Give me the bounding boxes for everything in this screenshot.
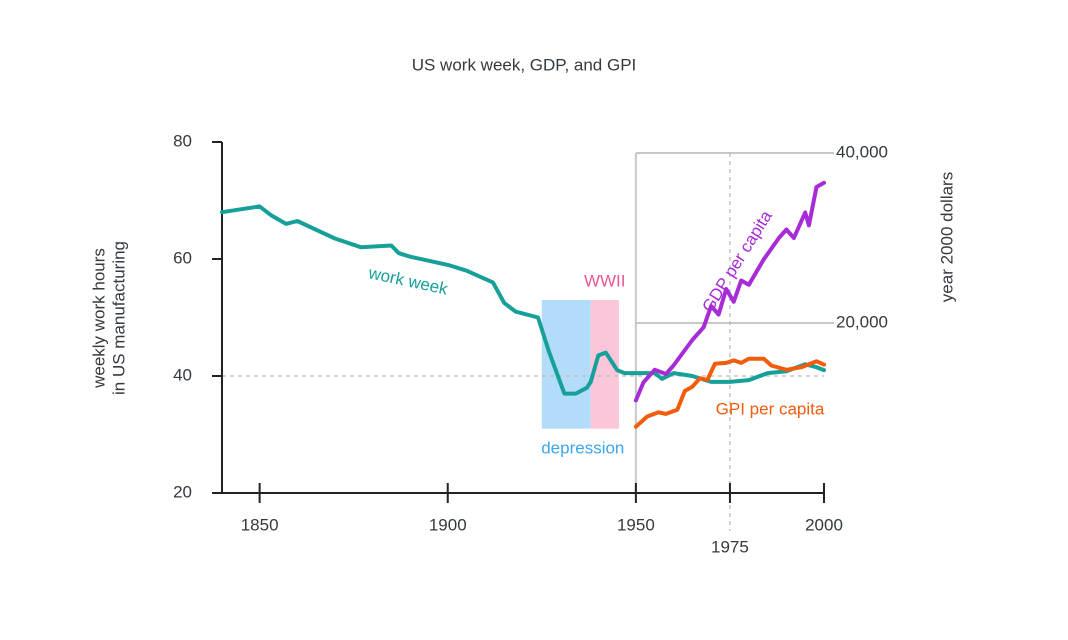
- y-tick-label: 40: [173, 365, 192, 384]
- y2-axis-label: year 2000 dollars: [937, 172, 956, 302]
- series-line: [220, 204, 826, 396]
- series-line: [633, 180, 826, 403]
- y-tick-label: 20: [173, 482, 192, 501]
- series-label: work week: [366, 263, 450, 299]
- x-tick-label: 1975: [711, 537, 749, 556]
- series-label: GPI per capita: [716, 399, 825, 418]
- chart-title: US work week, GDP, and GPI: [412, 55, 637, 74]
- y-tick-label: 80: [173, 131, 192, 150]
- y-axis-label: weekly work hours: [89, 248, 108, 389]
- y-tick-label: 60: [173, 248, 192, 267]
- region-label: depression: [541, 438, 624, 457]
- series-line: [633, 356, 826, 429]
- y2-tick-label: 20,000: [836, 312, 888, 331]
- x-tick-label: 1950: [617, 515, 655, 534]
- shaded-region: [541, 299, 591, 429]
- y-axis-label: in US manufacturing: [109, 241, 128, 395]
- x-tick-label: 2000: [805, 515, 843, 534]
- y2-tick-label: 40,000: [836, 142, 888, 161]
- x-tick-label: 1900: [429, 515, 467, 534]
- x-tick-label: 1850: [241, 515, 279, 534]
- region-label: WWII: [584, 271, 626, 290]
